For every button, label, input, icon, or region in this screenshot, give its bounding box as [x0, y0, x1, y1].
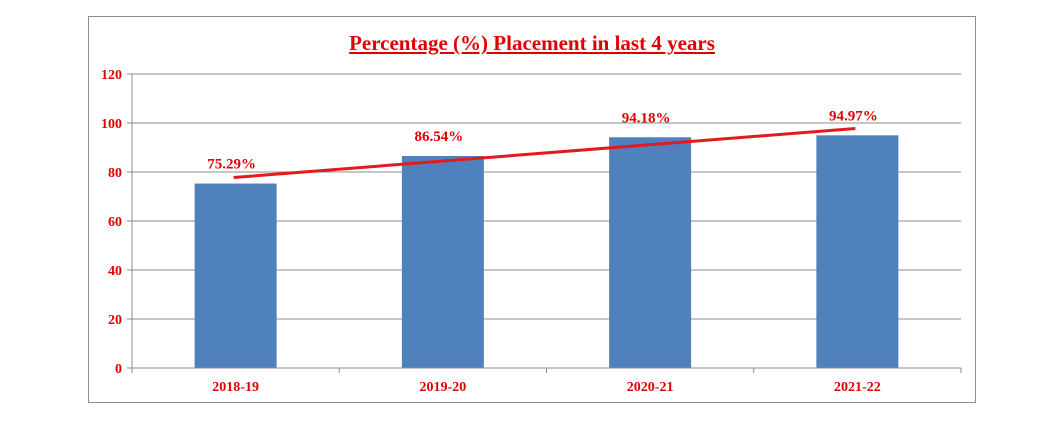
y-tick-label: 20 — [108, 313, 122, 328]
x-tick-label: 2020-21 — [627, 380, 674, 395]
data-label: 86.54% — [415, 129, 464, 145]
x-tick-label: 2018-19 — [212, 380, 259, 395]
axes — [127, 73, 962, 373]
x-tick-label: 2019-20 — [420, 380, 467, 395]
chart-title: Percentage (%) Placement in last 4 years — [349, 31, 715, 55]
trendline — [233, 127, 856, 180]
trendline-line — [233, 127, 856, 180]
bars — [194, 135, 899, 368]
y-tick-label: 60 — [108, 215, 122, 230]
y-tick-label: 100 — [101, 117, 122, 132]
data-label: 94.18% — [622, 110, 671, 126]
bar — [609, 137, 692, 368]
chart-frame: Percentage (%) Placement in last 4 years… — [88, 16, 976, 403]
data-label: 75.29% — [207, 157, 256, 173]
bar — [194, 183, 277, 368]
x-tick-label: 2021-22 — [834, 380, 881, 395]
chart-plot: 0 20 40 60 80 100 120 2018-19 75.29% 2019-20 86.54… — [101, 68, 962, 395]
y-tick-label: 0 — [115, 362, 122, 377]
data-label: 94.97% — [829, 108, 878, 124]
y-tick-label: 40 — [108, 264, 122, 279]
bar — [816, 135, 899, 368]
y-tick-label: 80 — [108, 166, 122, 181]
bar — [401, 155, 484, 368]
labels: 0 20 40 60 80 100 120 2018-19 75.29% 2019-20 86.54… — [101, 68, 881, 395]
y-tick-label: 120 — [101, 68, 122, 83]
